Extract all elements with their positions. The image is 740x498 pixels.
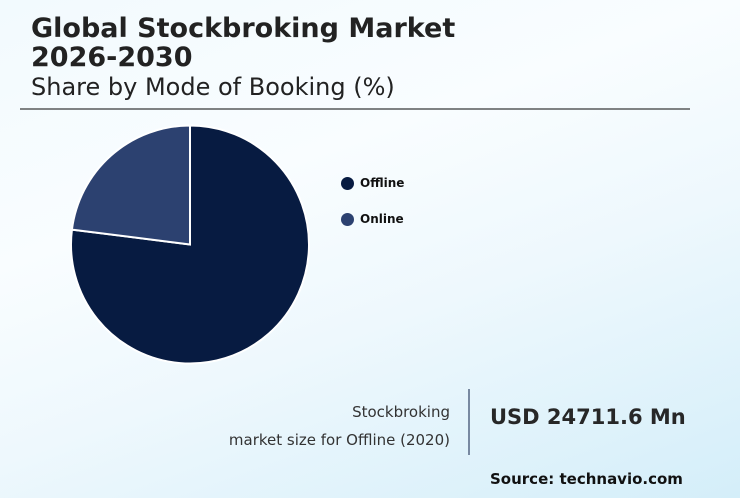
stat-desc-line2: market size for Offline (2020)	[228, 431, 450, 449]
legend-label: Offline	[360, 176, 405, 190]
legend-item-online: Online	[341, 211, 404, 227]
legend-marker-icon	[341, 176, 354, 190]
header-divider	[20, 108, 690, 110]
chart-subtitle: Share by Mode of Booking (%)	[31, 73, 395, 101]
source-credit: Source: technavio.com	[490, 470, 683, 488]
stat-description: Stockbroking market size for Offline (20…	[229, 398, 450, 454]
pie-slice-online	[70, 124, 191, 246]
pie-chart	[70, 124, 310, 365]
stat-divider	[468, 389, 470, 455]
stat-desc-line1: Stockbroking	[352, 403, 450, 421]
legend-label: Online	[360, 212, 404, 226]
legend-marker-icon	[341, 212, 354, 226]
chart-title-line2: 2026-2030	[31, 42, 193, 73]
legend: Offline Online	[341, 175, 404, 247]
title-block: Global Stockbroking Market 2026-2030 Sha…	[31, 14, 455, 102]
legend-item-offline: Offline	[341, 175, 404, 191]
chart-title-line1: Global Stockbroking Market	[31, 13, 456, 44]
stat-value: USD 24711.6 Mn	[490, 405, 686, 429]
